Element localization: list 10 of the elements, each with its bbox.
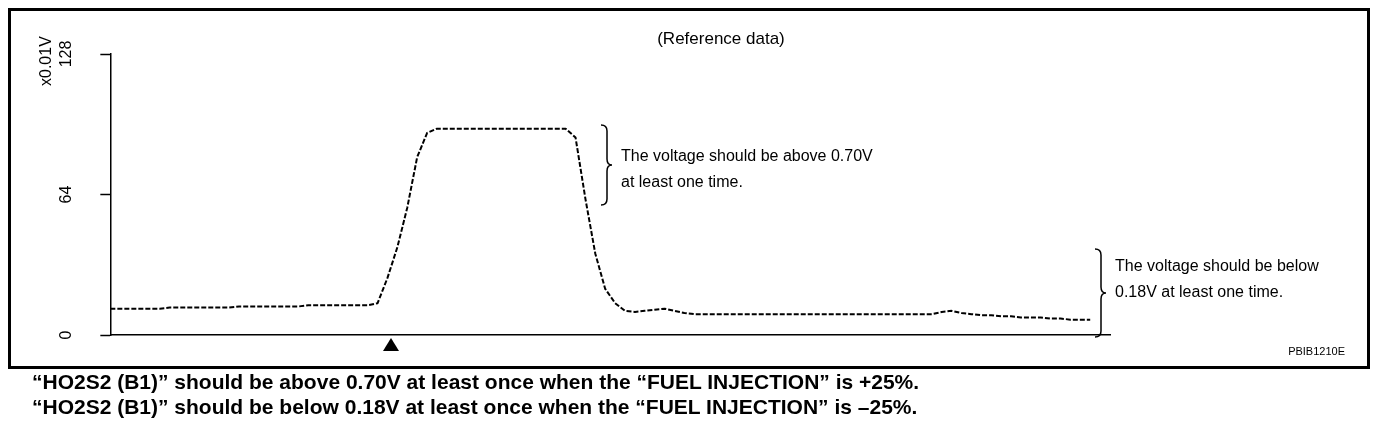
y-tick-label: 0 [57, 330, 75, 340]
text: “HO2S2 (B1)” should be above 0.70V at least once when the “FUEL INJECTION” is +25%. [32, 369, 921, 394]
text: “HO2S2 (B1)” should be below 0.18V at least once when the “FUEL INJECTION” is –25%. [32, 394, 919, 419]
y-tick-label: 128 [57, 40, 75, 68]
y-axis-title: x0.01V [37, 35, 55, 86]
text: PBIB1210E [1288, 345, 1345, 357]
annotation: The voltage should be above 0.70V at least one time. [621, 146, 874, 192]
chart-title: (Reference data) [656, 29, 786, 49]
text: The voltage should be below 0.18V at least one time. [1115, 256, 1320, 302]
y-tick-label: 64 [57, 185, 75, 204]
